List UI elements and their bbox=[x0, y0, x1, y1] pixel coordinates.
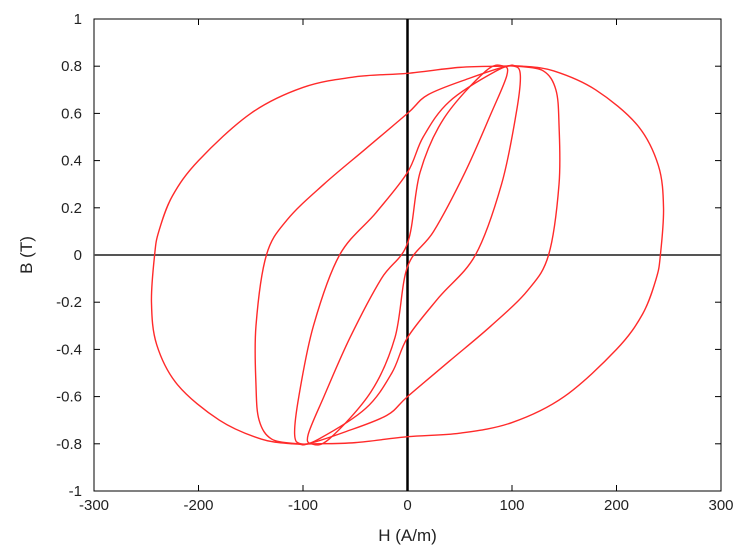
y-tick-labels: -1 -0.8 -0.6 -0.4 -0.2 0 0.2 0.4 0.6 0.8 1 bbox=[56, 11, 82, 500]
x-tick-label-2: -100 bbox=[288, 497, 318, 514]
x-tick-label-0: -300 bbox=[79, 497, 109, 514]
x-tick-label-1: -200 bbox=[183, 497, 213, 514]
y-tick-label-3: -0.4 bbox=[56, 341, 82, 358]
x-tick-label-4: 100 bbox=[499, 497, 524, 514]
y-tick-label-7: 0.4 bbox=[61, 153, 82, 170]
x-tick-label-5: 200 bbox=[604, 497, 629, 514]
y-tick-label-5: 0 bbox=[74, 247, 82, 264]
x-axis-title: H (A/m) bbox=[378, 526, 437, 545]
y-tick-label-2: -0.6 bbox=[56, 389, 82, 406]
y-tick-label-8: 0.6 bbox=[61, 105, 82, 122]
y-tick-label-1: -0.8 bbox=[56, 436, 82, 453]
y-tick-label-0: -1 bbox=[69, 483, 82, 500]
y-tick-label-9: 0.8 bbox=[61, 58, 82, 75]
y-axis-title: B (T) bbox=[17, 236, 36, 274]
y-tick-label-6: 0.2 bbox=[61, 200, 82, 217]
x-tick-label-6: 300 bbox=[708, 497, 733, 514]
x-tick-label-3: 0 bbox=[403, 497, 411, 514]
y-tick-label-4: -0.2 bbox=[56, 294, 82, 311]
y-tick-label-10: 1 bbox=[74, 11, 82, 28]
x-tick-labels: -300 -200 -100 0 100 200 300 bbox=[79, 497, 734, 514]
